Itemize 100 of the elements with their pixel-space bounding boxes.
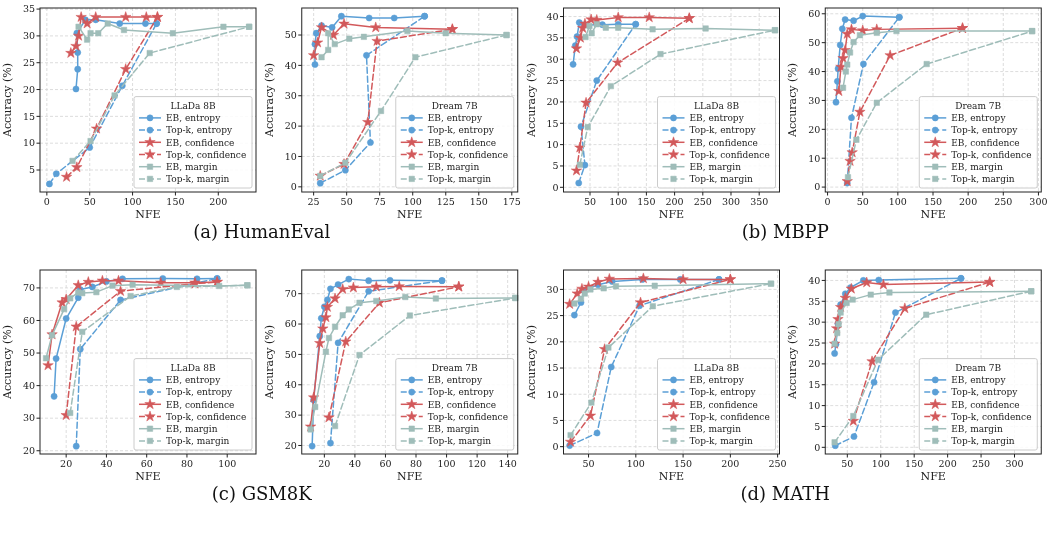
x-tick-label: 40 <box>348 458 361 469</box>
y-tick-label: 30 <box>546 283 559 295</box>
y-tick-label: 5 <box>28 164 35 176</box>
x-tick-label: 150 <box>166 196 185 207</box>
x-tick-label: 20 <box>60 458 73 469</box>
legend-title: Dream 7B <box>955 101 1002 112</box>
x-tick-label: 80 <box>409 458 423 469</box>
y-tick-label: 20 <box>22 445 35 457</box>
x-tick-label: 100 <box>871 458 890 469</box>
y-tick-label: 15 <box>22 110 35 122</box>
y-tick-label: 20 <box>284 120 297 132</box>
legend-label: EB, confidence <box>951 137 1020 148</box>
y-tick-label: 70 <box>284 287 297 299</box>
legend-label: EB, entropy <box>951 375 1007 386</box>
x-tick-label: 150 <box>923 196 943 207</box>
x-tick-label: 100 <box>403 196 422 207</box>
legend-label: EB, entropy <box>689 113 745 124</box>
y-tick-label: 60 <box>22 314 35 326</box>
y-tick-label: 10 <box>546 138 559 150</box>
legend-label: Top-k, entropy <box>951 125 1019 136</box>
legend-label: Top-k, margin <box>427 436 492 447</box>
legend-label: Top-k, entropy <box>427 387 495 398</box>
legend-label: EB, entropy <box>166 113 222 124</box>
x-tick-label: 100 <box>609 196 628 207</box>
y-tick-label: 25 <box>546 74 559 86</box>
y-tick-label: 25 <box>546 309 559 321</box>
y-tick-label: 30 <box>284 90 297 102</box>
legend-label: EB, entropy <box>166 375 222 386</box>
y-tick-label: 30 <box>546 53 559 65</box>
legend-label: EB, confidence <box>951 399 1020 410</box>
y-tick-label: 0 <box>814 441 821 453</box>
y-tick-label: 20 <box>808 358 821 370</box>
legend-label: Top-k, confidence <box>689 411 770 422</box>
legend-label: Top-k, margin <box>166 436 230 447</box>
y-tick-label: 25 <box>22 57 35 69</box>
y-tick-label: 5 <box>814 420 821 432</box>
x-axis-title: NFE <box>135 470 161 483</box>
legend-label: EB, margin <box>689 424 742 434</box>
x-axis-title: NFE <box>920 470 946 483</box>
legend-label: EB, entropy <box>951 113 1007 124</box>
text: (a) HumanEval <box>193 221 331 242</box>
legend-label: Top-k, confidence <box>427 149 508 160</box>
legend-label: EB, entropy <box>427 113 483 124</box>
x-axis-title: NFE <box>397 208 423 221</box>
x-tick-label: 50 <box>856 196 869 207</box>
x-tick-label: 0 <box>43 196 50 207</box>
x-tick-label: 300 <box>1005 458 1024 469</box>
legend-label: EB, margin <box>166 162 218 172</box>
text: (d) MATH <box>740 483 830 504</box>
x-tick-label: 150 <box>674 458 693 469</box>
y-tick-label: 40 <box>546 10 559 22</box>
y-tick-label: 20 <box>284 439 297 451</box>
x-tick-label: 0 <box>824 196 831 207</box>
y-tick-label: 15 <box>546 362 559 374</box>
y-tick-label: 0 <box>814 181 821 193</box>
x-tick-label: 60 <box>379 458 392 469</box>
y-tick-label: 30 <box>808 94 821 106</box>
y-tick-label: 40 <box>808 65 821 77</box>
y-tick-label: 50 <box>284 348 297 360</box>
legend-title: LLaDa 8B <box>170 101 216 112</box>
x-tick-label: 100 <box>626 458 645 469</box>
x-tick-label: 200 <box>959 196 978 207</box>
y-tick-label: 60 <box>808 8 821 20</box>
x-tick-label: 75 <box>373 196 386 207</box>
legend-label: EB, confidence <box>166 399 235 410</box>
text: (c) GSM8K <box>211 483 313 504</box>
y-tick-label: 10 <box>22 137 35 149</box>
legend-label: Top-k, confidence <box>951 149 1032 160</box>
x-tick-label: 175 <box>502 196 521 207</box>
legend-label: EB, entropy <box>689 375 745 386</box>
legend-label: Top-k, confidence <box>166 149 247 160</box>
y-tick-label: 0 <box>552 440 559 452</box>
y-tick-label: 50 <box>22 347 35 359</box>
legend-label: EB, margin <box>166 424 218 434</box>
y-tick-label: 10 <box>808 152 821 164</box>
legend-label: Top-k, confidence <box>427 411 508 422</box>
y-tick-label: 50 <box>808 36 821 48</box>
y-tick-label: 30 <box>22 30 35 42</box>
y-axis-title: Accuracy (%) <box>786 62 800 139</box>
x-axis-title: NFE <box>135 208 161 221</box>
x-tick-label: 250 <box>768 458 787 469</box>
legend-label: Top-k, entropy <box>427 125 495 136</box>
x-axis-title: NFE <box>658 208 685 221</box>
legend-label: EB, confidence <box>689 137 758 148</box>
legend-title: LLaDa 8B <box>693 101 740 112</box>
legend-label: Top-k, margin <box>689 174 754 185</box>
y-tick-label: 40 <box>284 379 297 391</box>
y-tick-label: 30 <box>22 412 35 424</box>
y-tick-label: 50 <box>284 29 297 41</box>
legend-label: Top-k, margin <box>951 174 1015 185</box>
y-axis-title: Accuracy (%) <box>524 62 538 139</box>
legend-title: Dream 7B <box>431 363 479 374</box>
x-tick-label: 150 <box>469 196 488 207</box>
y-tick-label: 25 <box>808 337 821 349</box>
legend-label: EB, confidence <box>427 399 497 410</box>
legend-title: LLaDa 8B <box>170 363 216 374</box>
x-tick-label: 300 <box>1029 196 1047 207</box>
legend-label: EB, entropy <box>427 375 483 386</box>
x-tick-label: 80 <box>180 458 193 469</box>
legend-label: Top-k, entropy <box>689 125 757 136</box>
